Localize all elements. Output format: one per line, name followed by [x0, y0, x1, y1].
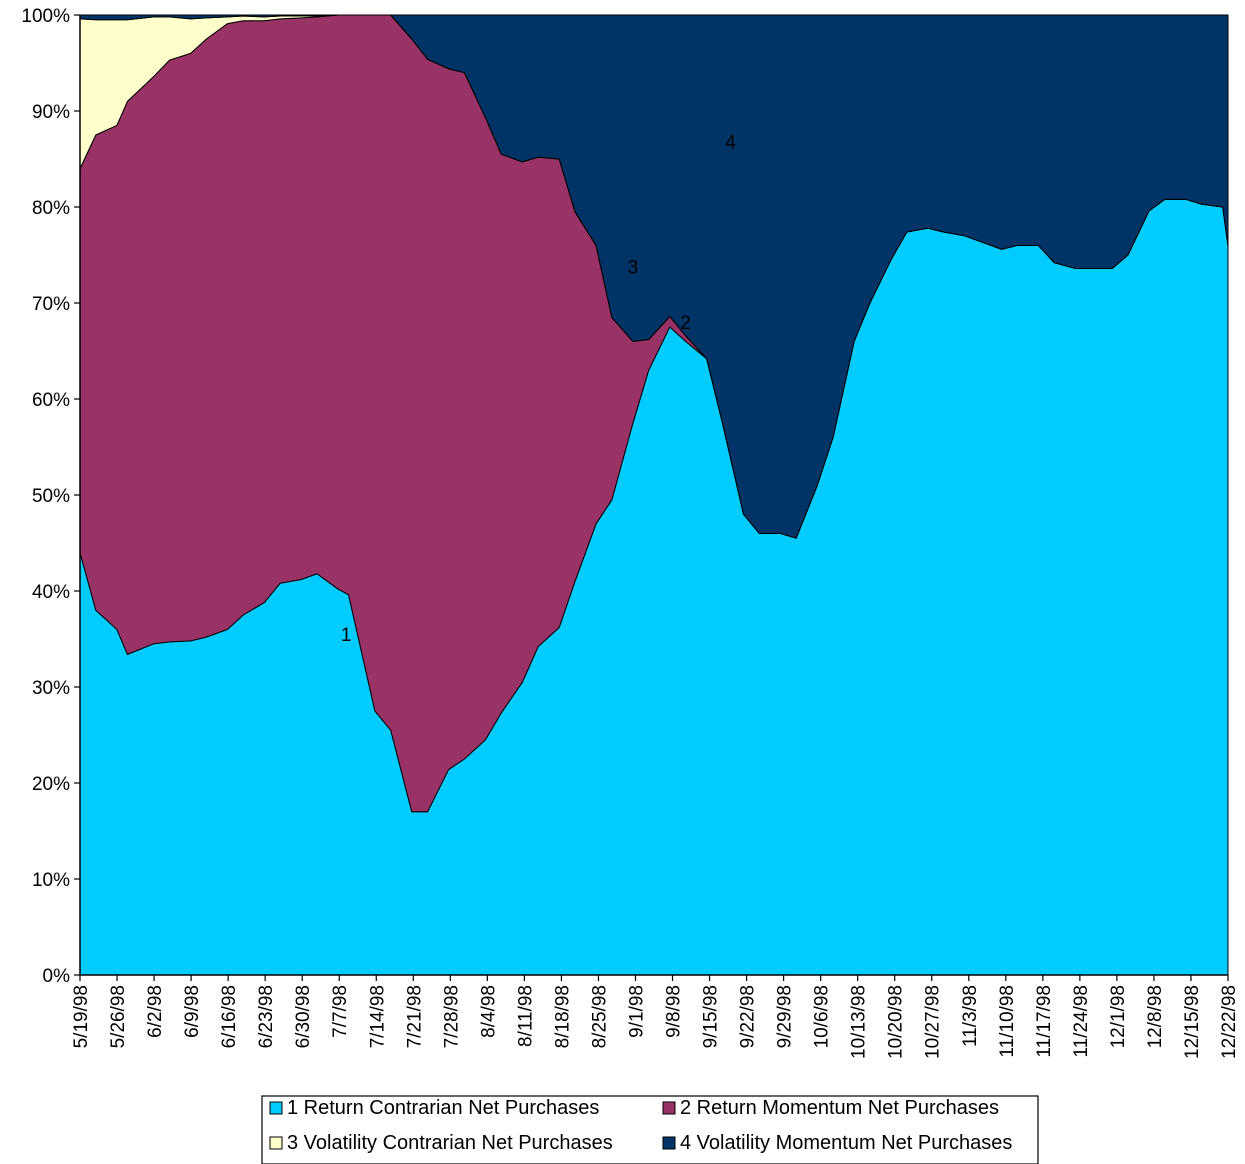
legend-entry-1: 1 Return Contrarian Net Purchases	[287, 1097, 599, 1119]
x-tick-label: 7/21/98	[404, 985, 425, 1048]
x-tick-label: 7/7/98	[330, 985, 351, 1038]
y-tick-label: 30%	[32, 678, 70, 699]
legend-swatch-4	[662, 1136, 676, 1150]
x-tick-label: 9/1/98	[626, 985, 647, 1038]
legend-swatch-3	[269, 1136, 283, 1150]
y-tick-label: 70%	[32, 294, 70, 315]
area-label-3: 3	[628, 258, 639, 279]
legend-swatch-1	[269, 1101, 283, 1115]
x-tick-label: 7/14/98	[367, 985, 388, 1048]
x-tick-label: 6/9/98	[182, 985, 203, 1038]
x-tick-label: 8/25/98	[589, 985, 610, 1048]
x-tick-label: 10/13/98	[849, 985, 870, 1059]
x-tick-label: 12/15/98	[1182, 985, 1203, 1059]
x-tick-label: 8/18/98	[552, 985, 573, 1048]
y-tick-label: 50%	[32, 486, 70, 507]
y-tick-label: 60%	[32, 390, 70, 411]
x-tick-label: 6/30/98	[293, 985, 314, 1048]
y-tick-label: 40%	[32, 582, 70, 603]
x-tick-label: 9/8/98	[664, 985, 685, 1038]
y-tick-label: 90%	[32, 102, 70, 123]
x-tick-label: 6/23/98	[256, 985, 277, 1048]
area-labels: 1 2 3 4	[341, 133, 736, 646]
x-tick-label: 11/10/98	[997, 985, 1018, 1058]
area-label-1: 1	[341, 625, 352, 646]
area-label-2: 2	[680, 313, 691, 334]
legend-entry-3: 3 Volatility Contrarian Net Purchases	[287, 1132, 613, 1154]
y-tick-label: 0%	[43, 966, 71, 987]
x-tick-label: 11/17/98	[1034, 985, 1055, 1058]
y-tick-label: 80%	[32, 198, 70, 219]
x-tick-label: 5/19/98	[71, 985, 92, 1048]
series-areas	[79, 14, 1229, 976]
y-axis: 0% 10% 20% 30% 40% 50% 60% 70% 80% 90% 100%	[21, 6, 81, 987]
y-tick-label: 10%	[32, 870, 70, 891]
x-tick-label: 6/16/98	[219, 985, 240, 1048]
x-tick-label: 11/24/98	[1071, 985, 1092, 1058]
x-tick-label: 11/3/98	[960, 985, 981, 1047]
series-area-4	[79, 14, 1229, 539]
x-tick-label: 12/8/98	[1145, 985, 1166, 1048]
legend-box	[261, 1095, 1039, 1164]
x-axis: 5/19/98 5/26/98 6/2/98 6/9/98 6/16/98 6/23/98…	[71, 974, 1240, 1059]
legend-entry-4: 4 Volatility Momentum Net Purchases	[680, 1132, 1012, 1154]
x-tick-label: 5/26/98	[108, 985, 129, 1048]
x-tick-label: 9/22/98	[738, 985, 759, 1048]
x-tick-label: 9/15/98	[701, 985, 722, 1048]
y-tick-label: 100%	[21, 6, 70, 27]
x-tick-label: 10/20/98	[886, 985, 907, 1059]
x-tick-label: 6/2/98	[145, 985, 166, 1038]
x-tick-label: 10/6/98	[812, 985, 833, 1048]
x-tick-label: 12/22/98	[1219, 985, 1240, 1059]
x-tick-label: 8/11/98	[515, 985, 536, 1047]
legend-entry-2: 2 Return Momentum Net Purchases	[680, 1097, 999, 1119]
x-tick-label: 8/4/98	[478, 985, 499, 1038]
x-tick-label: 12/1/98	[1108, 985, 1129, 1048]
legend-swatch-2	[662, 1101, 676, 1115]
y-tick-label: 20%	[32, 774, 70, 795]
x-tick-label: 7/28/98	[441, 985, 462, 1048]
x-tick-label: 10/27/98	[923, 985, 944, 1059]
x-tick-label: 9/29/98	[775, 985, 796, 1048]
area-label-4: 4	[725, 133, 736, 154]
legend: 1 Return Contrarian Net Purchases 2 Retur…	[261, 1095, 1039, 1164]
